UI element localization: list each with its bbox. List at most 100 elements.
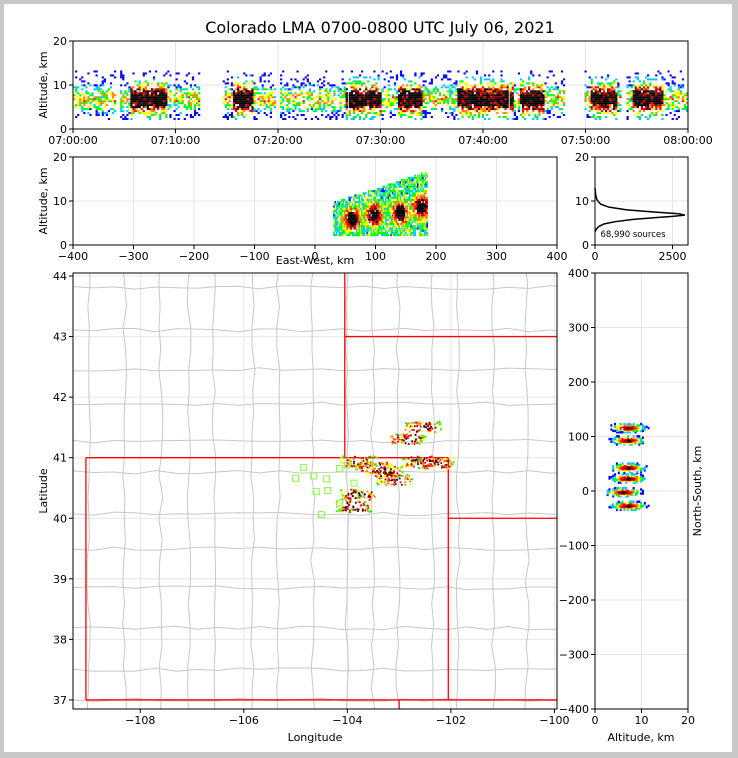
ew-height-density-cell <box>369 205 371 208</box>
time-height-density-cell <box>165 96 168 99</box>
time-height-density-cell <box>288 98 291 101</box>
time-height-density-cell <box>142 82 145 85</box>
time-height-density-cell <box>406 94 409 97</box>
time-height-density-cell <box>89 94 92 97</box>
time-height-density-cell <box>640 88 644 91</box>
ew-height-density-cell <box>338 234 341 237</box>
time-height-density-cell <box>132 108 135 111</box>
time-height-density-cell <box>367 98 370 101</box>
time-height-density-cell <box>294 104 297 107</box>
time-height-density-cell <box>607 92 610 95</box>
time-height-density-cell <box>345 102 348 105</box>
ew-height-density-cell <box>414 212 416 215</box>
time-height-density-cell <box>647 88 650 91</box>
time-height-density-cell <box>673 94 676 97</box>
time-height-density-cell <box>488 94 491 97</box>
time-height-density-cell <box>642 108 646 111</box>
ew-height-density-cell <box>358 234 361 237</box>
ew-height-density-cell <box>403 216 406 219</box>
ew-height-density-cell <box>398 225 400 228</box>
time-height-density-cell <box>358 94 362 97</box>
ew-height-density-cell <box>413 203 415 206</box>
time-height-density-cell <box>179 90 182 93</box>
time-height-density-cell <box>325 94 328 97</box>
time-height-density-cell <box>630 90 633 93</box>
time-height-density-cell <box>183 106 186 109</box>
time-height-density-cell <box>592 98 595 101</box>
ew-height-density-cell <box>365 220 367 223</box>
time-height-density-cell <box>457 88 460 91</box>
ew-height-density-cell <box>335 223 338 226</box>
time-height-density-cell <box>414 110 417 113</box>
ew-height-density-cell <box>410 194 412 197</box>
time-height-density-cell <box>532 110 535 113</box>
time-height-density-cell <box>99 90 102 93</box>
ew-height-density-cell <box>389 229 391 232</box>
time-height-density-cell <box>475 94 479 97</box>
ew-height-density-cell <box>424 196 427 199</box>
time-height-density-cell <box>107 98 111 101</box>
time-height-density-cell <box>412 104 415 107</box>
time-height-density-cell <box>509 98 512 101</box>
time-height-density-cell <box>524 92 527 95</box>
time-height-density-cell <box>237 106 240 109</box>
ew-height-density-cell <box>383 192 386 195</box>
time-height-density-cell <box>528 96 531 99</box>
time-height-density-cell <box>647 94 650 97</box>
time-height-density-cell <box>177 90 180 93</box>
time-height-density-cell <box>325 90 328 93</box>
time-height-density-cell <box>379 92 382 95</box>
ew-height-density-cell <box>402 220 404 223</box>
time-height-density-cell <box>354 82 358 85</box>
time-height-density-cell <box>167 84 170 87</box>
time-height-density-cell <box>345 104 348 107</box>
time-height-density-cell <box>393 100 397 103</box>
time-height-density-cell <box>348 98 351 101</box>
time-height-density-cell <box>343 86 346 89</box>
ew-height-density-cell <box>337 207 339 210</box>
time-height-density-cell <box>685 94 689 97</box>
ew-height-density-cell <box>383 187 386 190</box>
time-height-density-cell <box>107 90 111 93</box>
time-height-density-cell <box>193 110 197 113</box>
time-height-density-cell <box>352 96 356 99</box>
time-height-density-cell <box>169 114 172 117</box>
ew-height-density-cell <box>409 225 411 228</box>
time-height-density-cell <box>352 90 356 93</box>
ew-height-density-cell <box>409 198 411 201</box>
time-height-density-cell <box>455 114 458 117</box>
ew-height-density-cell <box>389 214 391 217</box>
time-height-density-cell <box>479 108 483 111</box>
time-height-density-cell <box>634 76 637 79</box>
time-height-density-cell <box>189 108 193 111</box>
ew-height-density-cell <box>418 207 420 210</box>
time-height-density-cell <box>101 94 104 97</box>
time-height-density-cell <box>352 86 356 89</box>
time-height-density-cell <box>465 104 468 107</box>
ew-height-density-cell <box>418 214 420 217</box>
ew-height-density-cell <box>407 190 410 193</box>
time-height-density-cell <box>552 104 555 107</box>
time-height-density-cell <box>542 102 545 105</box>
time-height-density-cell <box>310 94 313 97</box>
time-height-density-cell <box>193 108 197 111</box>
time-height-density-cell <box>302 78 305 81</box>
time-height-density-cell <box>259 80 262 83</box>
time-height-density-cell <box>152 96 156 99</box>
lightning-source <box>373 463 376 466</box>
time-height-density-cell <box>424 110 427 113</box>
time-height-density-cell <box>105 114 108 117</box>
county-border <box>73 511 557 517</box>
ew-height-density-cell <box>337 209 339 212</box>
time-height-density-cell <box>191 76 195 79</box>
ew-height-density-cell <box>347 209 350 212</box>
ew-height-density-cell <box>390 234 392 237</box>
time-height-density-cell <box>111 94 115 97</box>
time-height-density-cell <box>517 100 521 103</box>
time-height-density-cell <box>292 94 295 97</box>
time-height-density-cell <box>165 100 168 103</box>
ew-height-density-cell <box>378 229 381 232</box>
time-height-density-cell <box>95 112 98 115</box>
time-height-density-cell <box>269 116 272 119</box>
time-height-density-cell <box>193 96 197 99</box>
